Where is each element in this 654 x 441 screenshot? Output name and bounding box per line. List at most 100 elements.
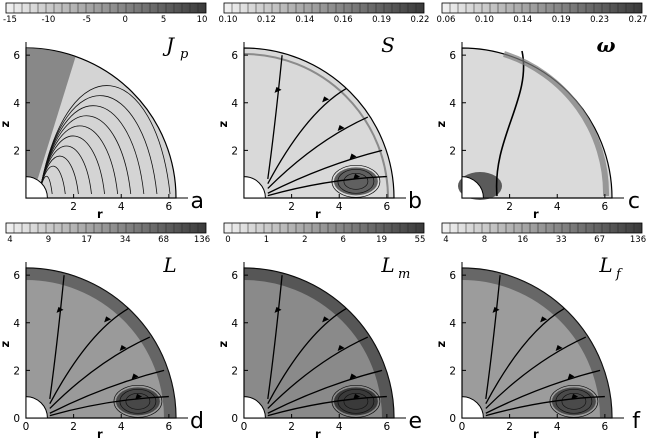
streamline-arrow [322, 96, 330, 103]
field-shade-region [25, 268, 176, 419]
colorbar-tick-label: 68 [158, 235, 169, 245]
streamline-arrow [540, 316, 548, 323]
z-axis-tick-label: 0 [449, 413, 456, 425]
colorbar-tick-label: 33 [556, 235, 567, 245]
colorbar-tick-label: 0.16 [334, 15, 353, 25]
colorbar-tick-label: 1 [264, 235, 269, 245]
panel-c-svg: 0.06 0.10 0.14 0.19 0.23 0.27 2 4 6 2 4 6 r z ω c [434, 2, 648, 221]
contour-line [125, 392, 151, 410]
streamline [49, 307, 129, 405]
colorbar-tick-label: 0.06 [437, 15, 456, 25]
contour-line [39, 105, 145, 195]
r-axis-tick-label: 2 [70, 421, 77, 433]
streamline [267, 275, 283, 400]
colorbar-tick-label: 0.14 [295, 15, 314, 25]
r-axis-tick-label: 0 [459, 421, 466, 433]
colorbar-tick-label: -5 [83, 15, 91, 25]
streamline-arrow [56, 306, 64, 313]
streamline [485, 275, 501, 400]
r-axis-tick-label: 0 [23, 421, 30, 433]
field-shade-region [243, 268, 394, 419]
panel-letter: a [191, 189, 204, 214]
z-axis-tick-label: 2 [13, 145, 20, 157]
colorbar-tick-label: 0.19 [552, 15, 571, 25]
r-axis-label: r [97, 207, 103, 221]
colorbar-tick-label: 34 [120, 235, 131, 245]
r-axis-label: r [97, 427, 103, 441]
contour-line [495, 50, 525, 197]
contour-line [39, 85, 171, 195]
z-axis-tick-label: 2 [13, 365, 20, 377]
quantity-label: L [380, 253, 394, 277]
z-axis-tick-label: 6 [231, 50, 238, 62]
contour-line [39, 125, 119, 195]
z-axis-label: z [434, 121, 448, 128]
z-axis-tick-label: 4 [13, 318, 20, 330]
r-axis-label: r [533, 427, 539, 441]
streamline [267, 336, 369, 409]
r-axis-tick-label: 6 [166, 201, 173, 213]
quantity-subscript: f [615, 267, 623, 282]
colorbar-tick-label: 0.27 [629, 15, 648, 25]
streamline-arrow [353, 173, 361, 180]
inner-boundary [243, 396, 266, 419]
colorbar-tick-label: 17 [81, 235, 92, 245]
panel-letter: e [408, 409, 422, 434]
z-axis-label: z [0, 341, 12, 348]
z-axis-tick-label: 2 [449, 145, 456, 157]
panel-letter: b [408, 189, 422, 214]
colorbar-tick-label: 136 [194, 235, 210, 245]
colorbar-tick-label: 6 [340, 235, 345, 245]
streamline [267, 87, 347, 185]
streamline [267, 369, 383, 414]
r-axis-tick-label: 4 [336, 201, 343, 213]
contour-line [561, 392, 587, 410]
r-axis-tick-label: 6 [166, 421, 173, 433]
inner-boundary [25, 176, 48, 199]
contour-line [343, 172, 369, 190]
streamline [267, 395, 387, 417]
panel-a: -15 -10 -5 0 5 10 2 4 6 2 4 6 r z Jp a [0, 0, 210, 221]
quantity-label: J [162, 33, 175, 57]
streamline-arrow [119, 344, 127, 351]
streamline-arrow [571, 393, 579, 400]
z-axis-tick-label: 2 [231, 365, 238, 377]
contour-line [343, 392, 369, 410]
panel-letter: d [190, 409, 204, 434]
colorbar-tick-label: 0.23 [590, 15, 609, 25]
panel-a-svg: -15 -10 -5 0 5 10 2 4 6 2 4 6 r z Jp a [0, 2, 207, 221]
z-axis-tick-label: 4 [449, 98, 456, 110]
r-axis-tick-label: 4 [118, 201, 125, 213]
colorbar-tick-label: 19 [376, 235, 387, 245]
colorbar-tick-label: 0 [122, 15, 127, 25]
contour-line [39, 115, 132, 195]
field-shade-region [243, 53, 389, 199]
streamline-arrow [492, 306, 500, 313]
panel-letter: c [628, 189, 640, 214]
z-axis-label: z [216, 341, 230, 348]
z-axis-tick-label: 4 [231, 98, 238, 110]
streamline-arrow [567, 373, 575, 380]
streamline-arrow [135, 393, 143, 400]
colorbar [223, 2, 425, 14]
colorbar [223, 222, 425, 234]
z-axis-tick-label: 6 [13, 270, 20, 282]
r-axis-label: r [315, 207, 321, 221]
colorbar-tick-label: -15 [3, 15, 17, 25]
quantity-label: ω [596, 33, 615, 57]
r-axis-tick-label: 4 [118, 421, 125, 433]
z-axis-tick-label: 4 [13, 98, 20, 110]
panel-letter: f [632, 409, 641, 434]
field-shade-region [551, 387, 596, 416]
colorbar-tick-label: 0.10 [475, 15, 494, 25]
colorbar [5, 222, 207, 234]
panel-c: 0.06 0.10 0.14 0.19 0.23 0.27 2 4 6 2 4 6 r z ω c [434, 0, 648, 221]
panel-e-svg: 0 1 2 6 19 55 0 2 4 6 0 2 4 6 r z L m e [216, 222, 425, 441]
r-axis-tick-label: 4 [336, 421, 343, 433]
z-axis-label: z [216, 121, 230, 128]
axes [461, 42, 624, 199]
streamline [49, 275, 65, 400]
colorbar-tick-label: 0.12 [257, 15, 276, 25]
